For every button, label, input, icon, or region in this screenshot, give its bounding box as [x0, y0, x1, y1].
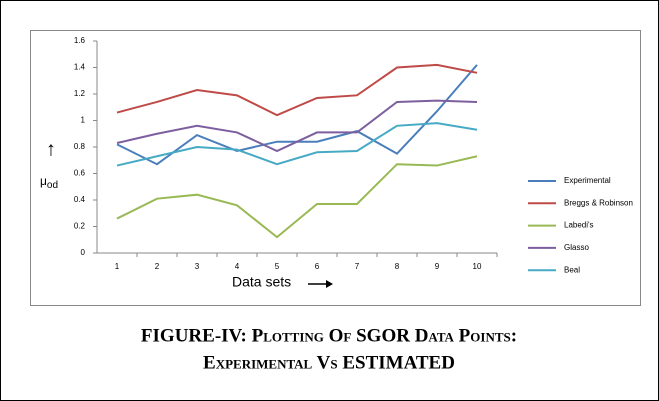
y-arrow: ↑ — [46, 138, 56, 160]
x-tick-label: 3 — [195, 262, 200, 271]
x-tick-label: 10 — [473, 262, 482, 271]
legend-label: Glasso — [564, 243, 589, 252]
caption-line: FIGURE-IV: Plotting Of SGOR Data Points: — [141, 325, 517, 346]
y-label-symbol: μ — [40, 174, 47, 188]
y-tick-label: 1.2 — [74, 89, 86, 98]
y-tick-label: 1.4 — [74, 63, 86, 72]
chart-frame — [30, 30, 641, 306]
x-tick-label: 6 — [315, 262, 320, 271]
x-tick-label: 4 — [235, 262, 240, 271]
x-arrow-head — [326, 280, 333, 288]
legend-label: Breggs & Robinson — [564, 198, 633, 207]
x-tick-label: 9 — [435, 262, 440, 271]
series-line — [116, 99, 478, 153]
series-line — [116, 122, 478, 167]
x-tick-label: 8 — [395, 262, 400, 271]
series-line — [116, 155, 478, 239]
legend-label: Beal — [564, 265, 580, 274]
series-line — [116, 63, 478, 117]
legend-label: Labedi's — [564, 221, 594, 230]
y-label-subscript: od — [47, 180, 58, 191]
y-tick-label: 0.8 — [74, 142, 86, 151]
y-tick-label: 0.6 — [74, 169, 86, 178]
x-tick-label: 1 — [115, 262, 120, 271]
y-tick-label: 0.2 — [74, 222, 86, 231]
x-axis-label: Data sets — [232, 274, 291, 290]
y-tick-label: 1.6 — [74, 36, 86, 45]
x-tick-label: 2 — [155, 262, 160, 271]
x-tick-label: 7 — [355, 262, 360, 271]
caption-line: Experimental Vs ESTIMATED — [203, 352, 455, 373]
y-tick-label: 1 — [81, 116, 86, 125]
y-tick-label: 0.4 — [74, 195, 86, 204]
legend-label: Experimental — [564, 176, 611, 185]
x-tick-label: 5 — [275, 262, 280, 271]
y-tick-label: 0 — [81, 248, 86, 257]
y-axis-label: μod — [40, 174, 58, 190]
